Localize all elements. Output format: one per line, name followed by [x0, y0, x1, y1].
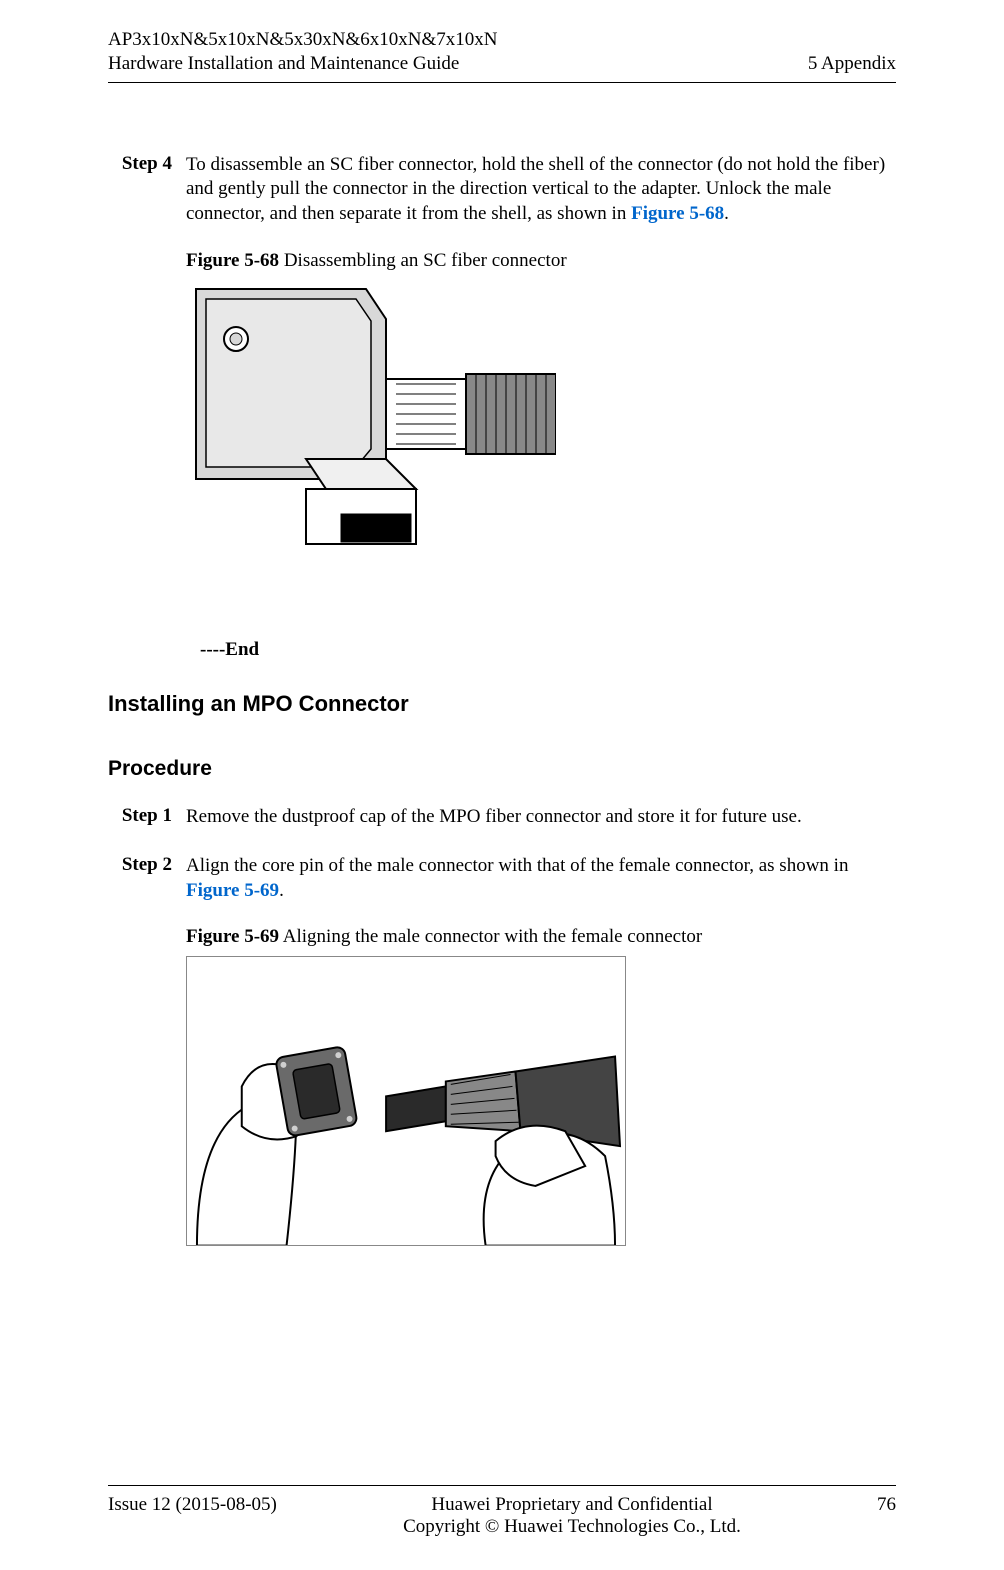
page-content: Step 4 To disassemble an SC fiber connec… [0, 83, 1004, 1247]
step-2-label: Step 2 [108, 854, 186, 1246]
figure-5-68-link[interactable]: Figure 5-68 [631, 203, 724, 224]
figure-5-69-link[interactable]: Figure 5-69 [186, 880, 279, 901]
header-right: 5 Appendix [808, 52, 896, 76]
header-title-line2: Hardware Installation and Maintenance Gu… [108, 52, 459, 76]
step-1-body: Remove the dustproof cap of the MPO fibe… [186, 805, 896, 830]
step-4-text-after: . [724, 203, 729, 224]
step-4-body: To disassemble an SC fiber connector, ho… [186, 153, 896, 580]
figure-5-69-label: Figure 5-69 [186, 926, 279, 947]
figure-5-69-caption-text: Aligning the male connector with the fem… [279, 926, 702, 947]
step-4: Step 4 To disassemble an SC fiber connec… [108, 153, 896, 580]
step-4-text-before: To disassemble an SC fiber connector, ho… [186, 154, 885, 224]
step-1: Step 1 Remove the dustproof cap of the M… [108, 805, 896, 830]
figure-5-69-image [186, 956, 626, 1246]
step-1-label: Step 1 [108, 805, 186, 830]
figure-5-68-caption: Figure 5-68 Disassembling an SC fiber co… [186, 249, 896, 274]
figure-5-68-label: Figure 5-68 [186, 250, 279, 271]
figure-5-68-caption-text: Disassembling an SC fiber connector [279, 250, 567, 271]
end-marker: ----End [200, 639, 896, 661]
figure-5-68-image [186, 279, 556, 559]
step-2-text-after: . [279, 880, 284, 901]
step-2: Step 2 Align the core pin of the male co… [108, 854, 896, 1246]
footer-copyright: Copyright © Huawei Technologies Co., Ltd… [308, 1516, 836, 1538]
footer-issue: Issue 12 (2015-08-05) [108, 1494, 308, 1516]
page-footer: Issue 12 (2015-08-05) Huawei Proprietary… [108, 1485, 896, 1538]
figure-5-69-caption: Figure 5-69 Aligning the male connector … [186, 925, 896, 950]
step-2-body: Align the core pin of the male connector… [186, 854, 896, 1246]
step-2-text-before: Align the core pin of the male connector… [186, 855, 848, 876]
footer-page-number: 76 [836, 1494, 896, 1516]
procedure-heading: Procedure [108, 757, 896, 781]
header-title-line1: AP3x10xN&5x10xN&5x30xN&6x10xN&7x10xN [108, 28, 498, 52]
page-header: AP3x10xN&5x10xN&5x30xN&6x10xN&7x10xN Har… [108, 0, 896, 83]
step-4-label: Step 4 [108, 153, 186, 580]
section-heading-mpo: Installing an MPO Connector [108, 691, 896, 717]
footer-proprietary: Huawei Proprietary and Confidential [308, 1494, 836, 1516]
